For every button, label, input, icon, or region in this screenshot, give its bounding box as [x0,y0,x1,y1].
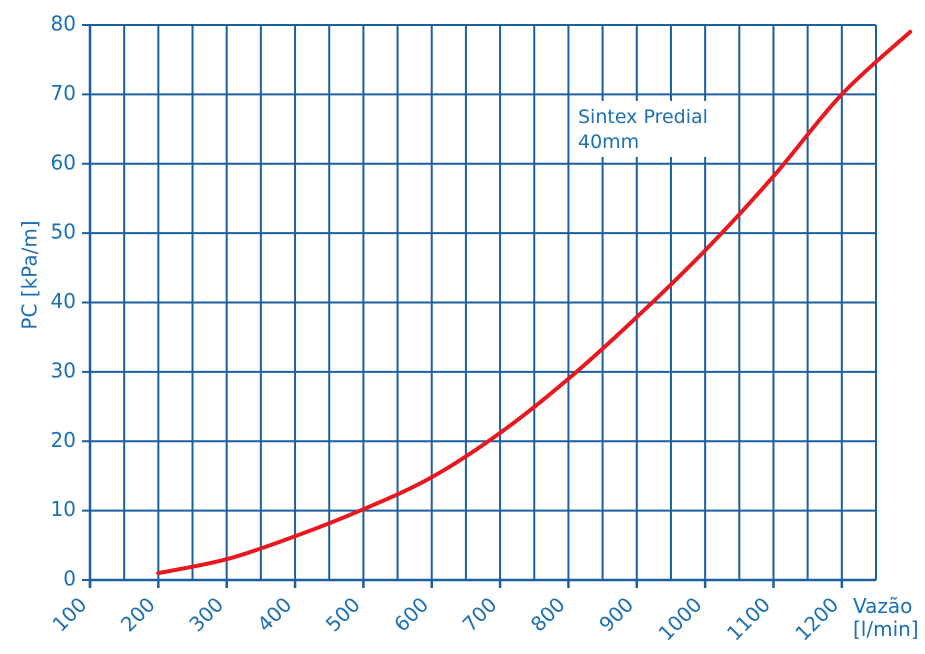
grid [82,24,877,581]
annotation: Sintex Predial 40mm [570,101,720,157]
x-tick-label: 200 [116,592,160,636]
y-tick-label: 60 [51,150,76,174]
x-tick-label: 500 [321,592,365,636]
y-tick-label: 0 [63,567,76,591]
x-tick-label: 100 [47,592,91,636]
x-tick-label: 600 [389,592,433,636]
y-tick-label: 10 [51,497,76,521]
x-tick-label: 1000 [654,592,707,645]
annotation-line2: 40mm [578,131,639,153]
y-axis-label: PC [kPa/m] [18,220,42,329]
x-tick-label: 1100 [722,592,775,645]
axes [88,25,876,588]
y-tick-label: 30 [51,358,76,382]
x-tick-label: 400 [252,592,296,636]
x-tick-label: 700 [458,592,502,636]
x-tick-label: 800 [526,592,570,636]
y-tick-label: 80 [51,12,76,36]
y-tick-label: 40 [51,289,76,313]
y-tick-label: 70 [51,81,76,105]
annotation-background [570,101,720,157]
annotation-line1: Sintex Predial [578,106,708,128]
x-axis-label-line2: [l/min] [853,617,919,641]
y-tick-labels: 0 10 20 30 40 50 60 70 80 [51,12,76,591]
y-tick-label: 20 [51,428,76,452]
x-tick-labels: 100 200 300 400 500 600 700 800 900 1000 1100 1200 [47,592,843,645]
x-tick-label: 1200 [790,592,843,645]
x-axis-label-line1: Vazão [853,594,912,618]
x-tick-label: 300 [184,592,228,636]
series-layer [156,29,913,576]
series-line [156,29,913,576]
y-tick-label: 50 [51,220,76,244]
x-tick-label: 900 [594,592,638,636]
